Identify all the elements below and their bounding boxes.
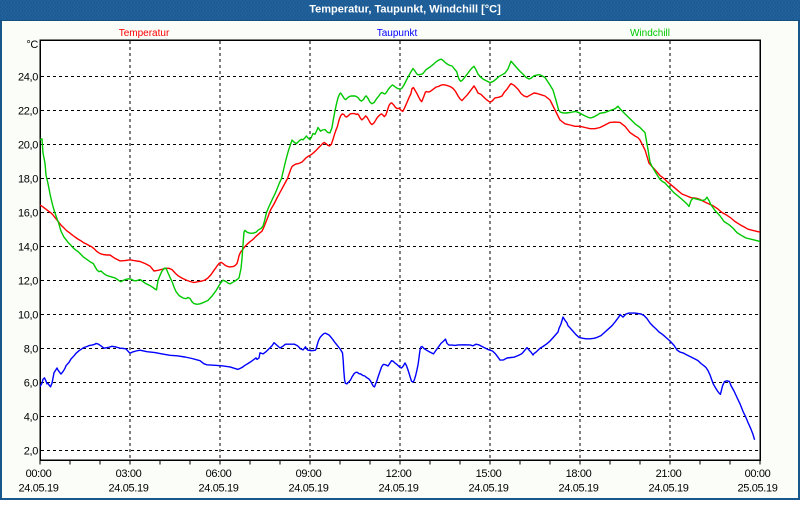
svg-text:4,0: 4,0 xyxy=(24,411,38,423)
svg-text:25.05.19: 25.05.19 xyxy=(737,483,777,495)
svg-text:Taupunkt: Taupunkt xyxy=(377,28,418,39)
svg-text:20,0: 20,0 xyxy=(18,139,38,151)
svg-text:03:00: 03:00 xyxy=(116,468,142,480)
svg-text:09:00: 09:00 xyxy=(296,468,322,480)
svg-text:8,0: 8,0 xyxy=(24,343,38,355)
svg-text:21:00: 21:00 xyxy=(656,468,682,480)
svg-text:10,0: 10,0 xyxy=(18,309,38,321)
svg-text:06:00: 06:00 xyxy=(206,468,232,480)
svg-text:°C: °C xyxy=(26,39,38,51)
svg-text:24.05.19: 24.05.19 xyxy=(558,483,598,495)
svg-text:6,0: 6,0 xyxy=(24,377,38,389)
svg-text:24.05.19: 24.05.19 xyxy=(648,483,688,495)
svg-text:2,0: 2,0 xyxy=(24,445,38,457)
svg-text:18:00: 18:00 xyxy=(566,468,592,480)
svg-text:16,0: 16,0 xyxy=(18,207,38,219)
svg-text:24.05.19: 24.05.19 xyxy=(108,483,148,495)
svg-text:00:00: 00:00 xyxy=(26,468,52,480)
svg-text:Windchill: Windchill xyxy=(630,28,670,39)
svg-text:14,0: 14,0 xyxy=(18,241,38,253)
svg-text:15:00: 15:00 xyxy=(476,468,502,480)
svg-text:Temperatur, Taupunkt, Windchil: Temperatur, Taupunkt, Windchill [°C] xyxy=(309,4,501,16)
svg-text:12,0: 12,0 xyxy=(18,275,38,287)
svg-text:Temperatur: Temperatur xyxy=(119,28,170,39)
svg-text:18,0: 18,0 xyxy=(18,173,38,185)
svg-text:12:00: 12:00 xyxy=(386,468,412,480)
svg-text:24.05.19: 24.05.19 xyxy=(18,483,58,495)
svg-text:24,0: 24,0 xyxy=(18,71,38,83)
svg-text:24.05.19: 24.05.19 xyxy=(468,483,508,495)
svg-text:24.05.19: 24.05.19 xyxy=(198,483,238,495)
svg-text:24.05.19: 24.05.19 xyxy=(378,483,418,495)
svg-text:22,0: 22,0 xyxy=(18,105,38,117)
svg-text:00:00: 00:00 xyxy=(745,468,771,480)
svg-text:24.05.19: 24.05.19 xyxy=(288,483,328,495)
